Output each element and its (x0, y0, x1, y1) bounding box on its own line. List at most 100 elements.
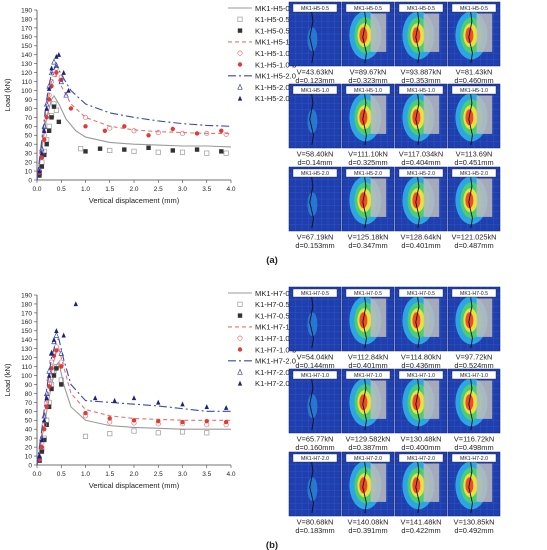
data-point (180, 419, 185, 425)
contour-tag-box (345, 288, 391, 298)
crack-profile (309, 170, 314, 229)
data-point (82, 114, 89, 120)
failure-zone (370, 178, 387, 217)
data-point (41, 132, 47, 138)
y-tick-label: 150 (21, 328, 32, 335)
crack-profile (415, 290, 420, 349)
data-point (180, 401, 185, 407)
y-axis-label: Load (kN) (3, 78, 12, 111)
data-point (53, 331, 60, 338)
legend-entry: K1-H7-0.5-a (255, 300, 297, 309)
x-tick-label: 2.0 (129, 471, 138, 478)
contour-displacement: d=0.404mm (401, 158, 440, 167)
data-point (223, 419, 229, 425)
contour-load: V=113.69N (456, 150, 493, 159)
data-point (223, 405, 229, 410)
data-point (223, 131, 229, 137)
contour-load: V=114.80kN (401, 353, 441, 362)
legend-entry: MK1-H5-2.0 (255, 72, 296, 81)
legend-entry: K1-H5-1.0-b (255, 60, 296, 69)
y-tick-label: 60 (25, 409, 33, 416)
data-point (37, 168, 42, 174)
legend-swatch (237, 62, 243, 67)
contour-tag-box (451, 453, 497, 463)
contour-load: V=141.48kN (401, 518, 442, 527)
data-point (97, 146, 103, 151)
failure-zone (476, 380, 493, 419)
y-tick-label: 190 (21, 292, 32, 299)
contour-displacement: d=0.460mm (454, 76, 493, 85)
y-tick-label: 10 (25, 168, 33, 175)
failure-zone (476, 298, 493, 337)
series-line (36, 347, 231, 466)
data-point (131, 395, 137, 401)
contour-displacement: d=0.400mm (401, 443, 440, 452)
contour-tag: MK1-H7-0.5 (407, 291, 435, 297)
legend-swatch (237, 347, 243, 352)
contour-tag: MK1-H7-2.0 (354, 456, 382, 462)
data-point (66, 87, 71, 93)
crack-profile (309, 372, 314, 431)
series-line (36, 64, 232, 181)
legend-swatch (237, 335, 243, 341)
contour-tag-box (292, 168, 338, 178)
contour-tag-box (451, 288, 497, 298)
y-tick-label: 90 (25, 97, 33, 104)
legend-swatch (237, 380, 243, 386)
panel-label: (a) (266, 255, 278, 266)
contour-displacement: d=0.347mm (348, 241, 387, 250)
legend-entry: K1-H7-2.0-a (255, 368, 297, 377)
data-point (44, 110, 50, 116)
contour-load: V=140.08kN (348, 518, 389, 527)
y-tick-label: 0 (28, 462, 32, 469)
data-point (49, 115, 54, 120)
series-K1-H5-0.5-b (37, 104, 224, 178)
y-tick-label: 50 (25, 133, 33, 140)
contour-tag-box (398, 3, 444, 13)
contour-displacement: d=0.387mm (348, 443, 387, 452)
data-point (42, 152, 47, 158)
data-point (46, 128, 52, 133)
data-point (61, 69, 66, 75)
contour-displacement: d=0.391mm (348, 526, 387, 535)
data-point (46, 384, 52, 389)
y-tick-label: 110 (22, 364, 33, 371)
series-K1-H5-1.0-a (36, 65, 229, 174)
series-line (36, 74, 231, 181)
data-point (179, 130, 186, 137)
data-point (46, 86, 52, 91)
contour-load: V=80.68kN (297, 518, 334, 527)
y-tick-label: 180 (21, 301, 32, 308)
contour-tag-box (451, 168, 497, 178)
data-point (58, 377, 64, 383)
contour-tag: MK1-H5-1.0 (301, 88, 329, 94)
crack-profile (362, 170, 367, 229)
data-point (194, 131, 200, 136)
crack-profile (468, 170, 473, 229)
contour-tag-box (398, 168, 444, 178)
y-tick-label: 170 (21, 310, 32, 317)
series-MK1-H5-0.5 (36, 94, 232, 181)
contour-tag-box (451, 370, 497, 380)
data-point (156, 399, 161, 405)
legend-swatch (237, 50, 243, 56)
data-point (63, 91, 69, 98)
data-point (54, 348, 59, 353)
crack-profile (415, 455, 420, 514)
data-point (58, 359, 64, 365)
data-point (83, 410, 88, 416)
data-point (46, 377, 52, 383)
data-point (51, 104, 57, 109)
contour-load: V=130.85kN (454, 518, 495, 527)
failure-zone (370, 463, 387, 502)
x-tick-label: 3.5 (202, 186, 211, 193)
data-point (46, 404, 52, 410)
contour-displacement: d=0.183mm (295, 526, 334, 535)
crack-profile (309, 87, 314, 146)
data-point (39, 444, 45, 450)
